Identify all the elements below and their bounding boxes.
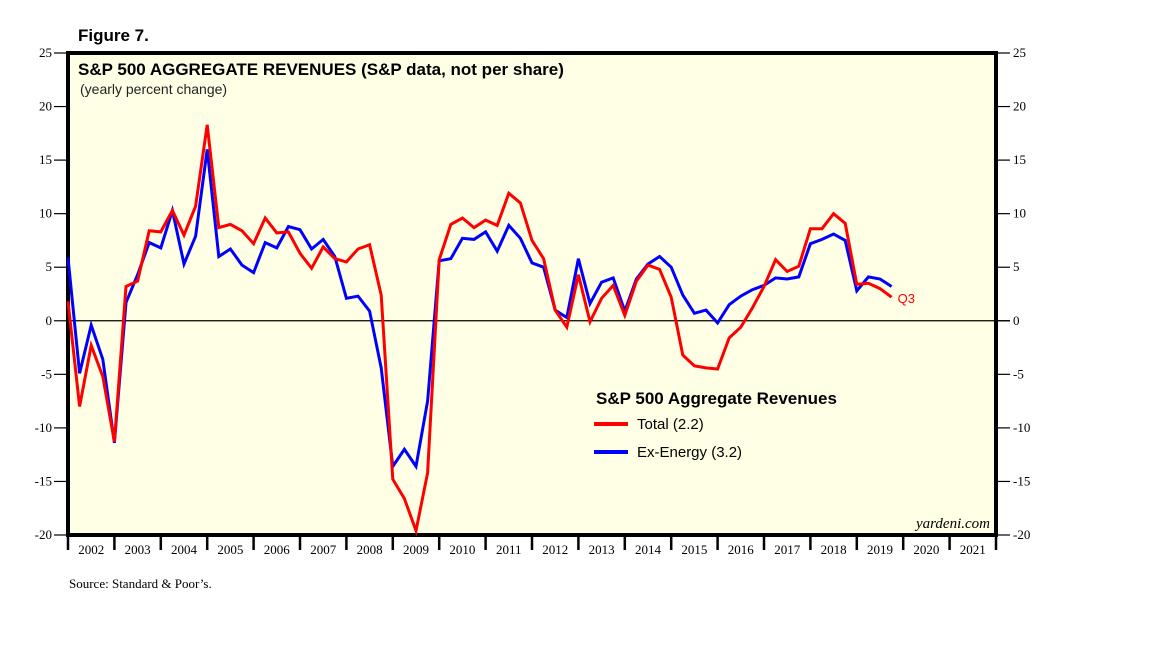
x-tick-label: 2004: [171, 542, 198, 557]
y-tick-label-right: -20: [1013, 527, 1030, 542]
x-tick-label: 2006: [264, 542, 291, 557]
x-tick-label: 2011: [496, 542, 522, 557]
series-line-ex-energy: [66, 149, 893, 471]
series-line-total: [66, 124, 893, 537]
y-tick-label-left: -10: [35, 420, 52, 435]
chart-title: S&P 500 AGGREGATE REVENUES (S&P data, no…: [78, 60, 564, 79]
y-tick-label-right: -15: [1013, 473, 1030, 488]
y-tick-label-right: -5: [1013, 366, 1024, 381]
legend: S&P 500 Aggregate Revenues Total (2.2) E…: [594, 389, 837, 461]
y-axis-right: 25 20 15 10 5 0 -5 -10 -15 -20: [996, 45, 1030, 542]
x-tick-label: 2005: [217, 542, 243, 557]
legend-label-total: Total (2.2): [637, 416, 704, 433]
x-tick-label: 2007: [310, 542, 337, 557]
y-tick-label-right: 20: [1013, 99, 1026, 114]
y-tick-label-left: 5: [46, 259, 53, 274]
y-tick-label-left: -5: [41, 366, 52, 381]
y-tick-label-left: 15: [39, 152, 52, 167]
y-tick-label-right: 0: [1013, 313, 1020, 328]
x-tick-label: 2009: [403, 542, 429, 557]
x-tick-label: 2014: [635, 542, 662, 557]
brand-watermark: yardeni.com: [914, 516, 990, 532]
y-tick-label-right: -10: [1013, 420, 1030, 435]
y-tick-label-left: -15: [35, 473, 52, 488]
y-tick-label-right: 15: [1013, 152, 1026, 167]
x-tick-label: 2008: [357, 542, 383, 557]
y-tick-label-left: 0: [46, 313, 53, 328]
source-note: Source: Standard & Poor’s.: [69, 576, 212, 591]
x-tick-label: 2020: [913, 542, 939, 557]
y-tick-label-left: 20: [39, 99, 52, 114]
x-tick-label: 2019: [867, 542, 893, 557]
chart-subtitle: (yearly percent change): [80, 81, 227, 97]
x-tick-label: 2002: [78, 542, 104, 557]
x-axis: 2002 2003 2004 2005 2006 2007 2008 2009 2010 2011…: [66, 535, 998, 557]
q3-annotation: Q3: [898, 291, 915, 306]
x-tick-label: 2015: [681, 542, 707, 557]
x-tick-label: 2013: [589, 542, 615, 557]
y-tick-label-left: 25: [39, 45, 52, 60]
x-tick-label: 2012: [542, 542, 568, 557]
legend-title: S&P 500 Aggregate Revenues: [596, 389, 837, 408]
x-tick-label: 2010: [449, 542, 475, 557]
x-tick-label: 2003: [125, 542, 151, 557]
plot-area: [66, 51, 998, 537]
y-tick-label-left: 10: [39, 206, 52, 221]
series-layer: [66, 124, 893, 537]
x-tick-label: 2021: [960, 542, 986, 557]
legend-label-ex-energy: Ex-Energy (3.2): [637, 444, 742, 461]
y-tick-label-left: -20: [35, 527, 52, 542]
y-tick-label-right: 5: [1013, 259, 1020, 274]
x-tick-label: 2018: [821, 542, 847, 557]
y-axis-left: 25 20 15 10 5 0 -5 -10 -15 -20: [35, 45, 68, 542]
y-tick-label-right: 25: [1013, 45, 1026, 60]
y-tick-label-right: 10: [1013, 206, 1026, 221]
x-tick-label: 2016: [728, 542, 755, 557]
figure-label: Figure 7.: [78, 26, 149, 45]
x-tick-label: 2017: [774, 542, 801, 557]
